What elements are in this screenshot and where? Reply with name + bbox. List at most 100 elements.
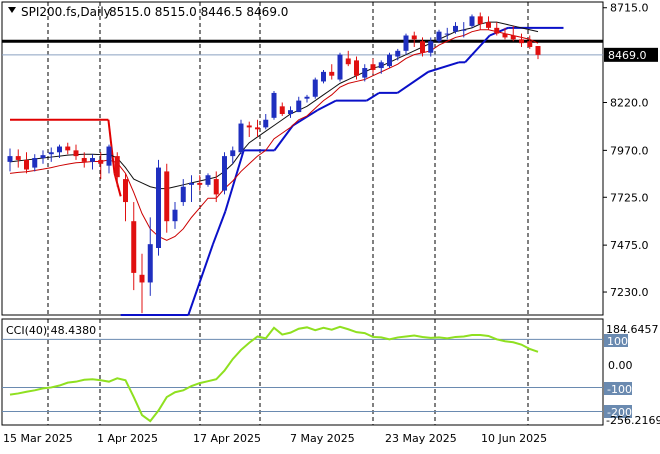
candle-body — [246, 125, 252, 128]
candle-body — [156, 167, 161, 248]
candle-body — [172, 209, 178, 222]
candle — [444, 27, 450, 40]
last-price-badge: 8469.0 — [604, 47, 658, 62]
candle — [469, 14, 475, 28]
candle-body — [411, 35, 417, 40]
cci-pane[interactable]: CCI(40) 48.4380 184.6457 100 0.00 -100 -… — [1, 318, 660, 427]
vertical-grid — [47, 2, 529, 315]
candle-body — [296, 100, 302, 113]
candle — [246, 121, 252, 137]
fast-moving-average — [9, 29, 539, 241]
candle-body — [395, 50, 401, 57]
candle-body — [428, 41, 434, 53]
candle — [7, 148, 13, 172]
candle-body — [98, 159, 104, 164]
candle — [337, 52, 343, 82]
cci-plus100-badge — [604, 334, 628, 347]
price-pane-frame — [1, 1, 604, 316]
price-tick-label: 8715.0 — [610, 2, 649, 15]
cci-axis-max: 184.6457 — [606, 323, 659, 336]
candle-body — [222, 156, 227, 191]
candle — [114, 152, 120, 187]
candle-body — [255, 127, 260, 130]
candle-body — [486, 22, 491, 28]
candle-body — [477, 16, 483, 25]
cci-axis-plus100: 100 — [607, 335, 628, 348]
candle-body — [453, 25, 458, 32]
candle-body — [106, 146, 112, 166]
candle-body — [57, 146, 62, 153]
candle — [40, 150, 46, 164]
candle — [411, 31, 417, 47]
candle — [519, 33, 524, 47]
date-tick-label: 10 Jun 2025 — [481, 432, 547, 445]
candle — [288, 106, 293, 118]
stop-line-segment — [427, 61, 460, 73]
candle-body — [189, 182, 194, 185]
candle-body — [370, 64, 376, 70]
candle-body — [271, 92, 277, 118]
candle — [24, 152, 29, 174]
candle — [180, 179, 186, 206]
cci-level-lines — [2, 338, 603, 412]
candle — [296, 96, 302, 113]
candlesticks — [7, 12, 541, 314]
candle — [354, 56, 359, 80]
stop-line-segment — [396, 71, 429, 94]
stop-line-segment — [317, 99, 337, 112]
candle — [90, 154, 95, 170]
candle-body — [436, 31, 442, 42]
cci-axis: 184.6457 100 0.00 -100 -200 -256.2169 — [604, 323, 660, 427]
candle-body — [378, 62, 384, 69]
date-tick-label: 23 May 2025 — [385, 432, 457, 445]
candle — [139, 253, 145, 314]
cci-axis-zero: 0.00 — [608, 359, 633, 372]
cci-minus100-badge — [604, 382, 632, 395]
candle-body — [461, 29, 467, 31]
cci-label: CCI(40) 48.4380 — [6, 324, 96, 337]
candle-body — [213, 179, 219, 195]
candle — [98, 152, 104, 180]
stop-line-segment — [224, 150, 245, 212]
candle-body — [263, 119, 269, 128]
candle-body — [147, 244, 153, 283]
candle — [156, 159, 161, 256]
candle — [362, 64, 368, 82]
stop-line-segment — [292, 109, 319, 127]
stop-line-segment — [273, 124, 294, 151]
collapse-triangle-icon[interactable] — [8, 7, 16, 13]
candle — [205, 173, 211, 187]
candle-body — [420, 41, 425, 53]
candle — [428, 37, 434, 57]
candle-body — [444, 33, 450, 35]
candle-body — [304, 96, 310, 99]
candle — [238, 119, 244, 155]
candle — [279, 102, 285, 116]
stop-line-segment — [187, 243, 214, 316]
candle-body — [131, 221, 137, 273]
candle — [378, 60, 384, 74]
candle — [461, 22, 467, 38]
price-pane[interactable]: 8715.0 8220.0 7970.0 7725.0 7475.0 7230.0 SPI… — [1, 1, 658, 316]
price-tick-label: 8220.0 — [610, 97, 649, 110]
candle-body — [40, 155, 46, 159]
candle-body — [362, 68, 368, 78]
candle — [345, 50, 351, 67]
candle — [321, 69, 326, 84]
candle-body — [535, 46, 541, 55]
candle-body — [288, 110, 293, 114]
candle — [263, 113, 269, 130]
cci-minus200-badge — [604, 405, 632, 418]
candle-body — [73, 150, 79, 157]
last-price-value: 8469.0 — [608, 49, 647, 62]
price-tick-label: 7230.0 — [610, 286, 649, 299]
date-axis: 15 Mar 2025 1 Apr 2025 17 Apr 2025 7 May 20… — [3, 432, 547, 445]
slow-moving-average — [9, 21, 539, 190]
candle-body — [123, 179, 128, 203]
candle-body — [197, 182, 203, 185]
candle-body — [519, 39, 524, 44]
candle-body — [164, 171, 170, 222]
candle-body — [337, 54, 343, 80]
symbol-label: SPI200.fs,Daily — [21, 5, 111, 19]
